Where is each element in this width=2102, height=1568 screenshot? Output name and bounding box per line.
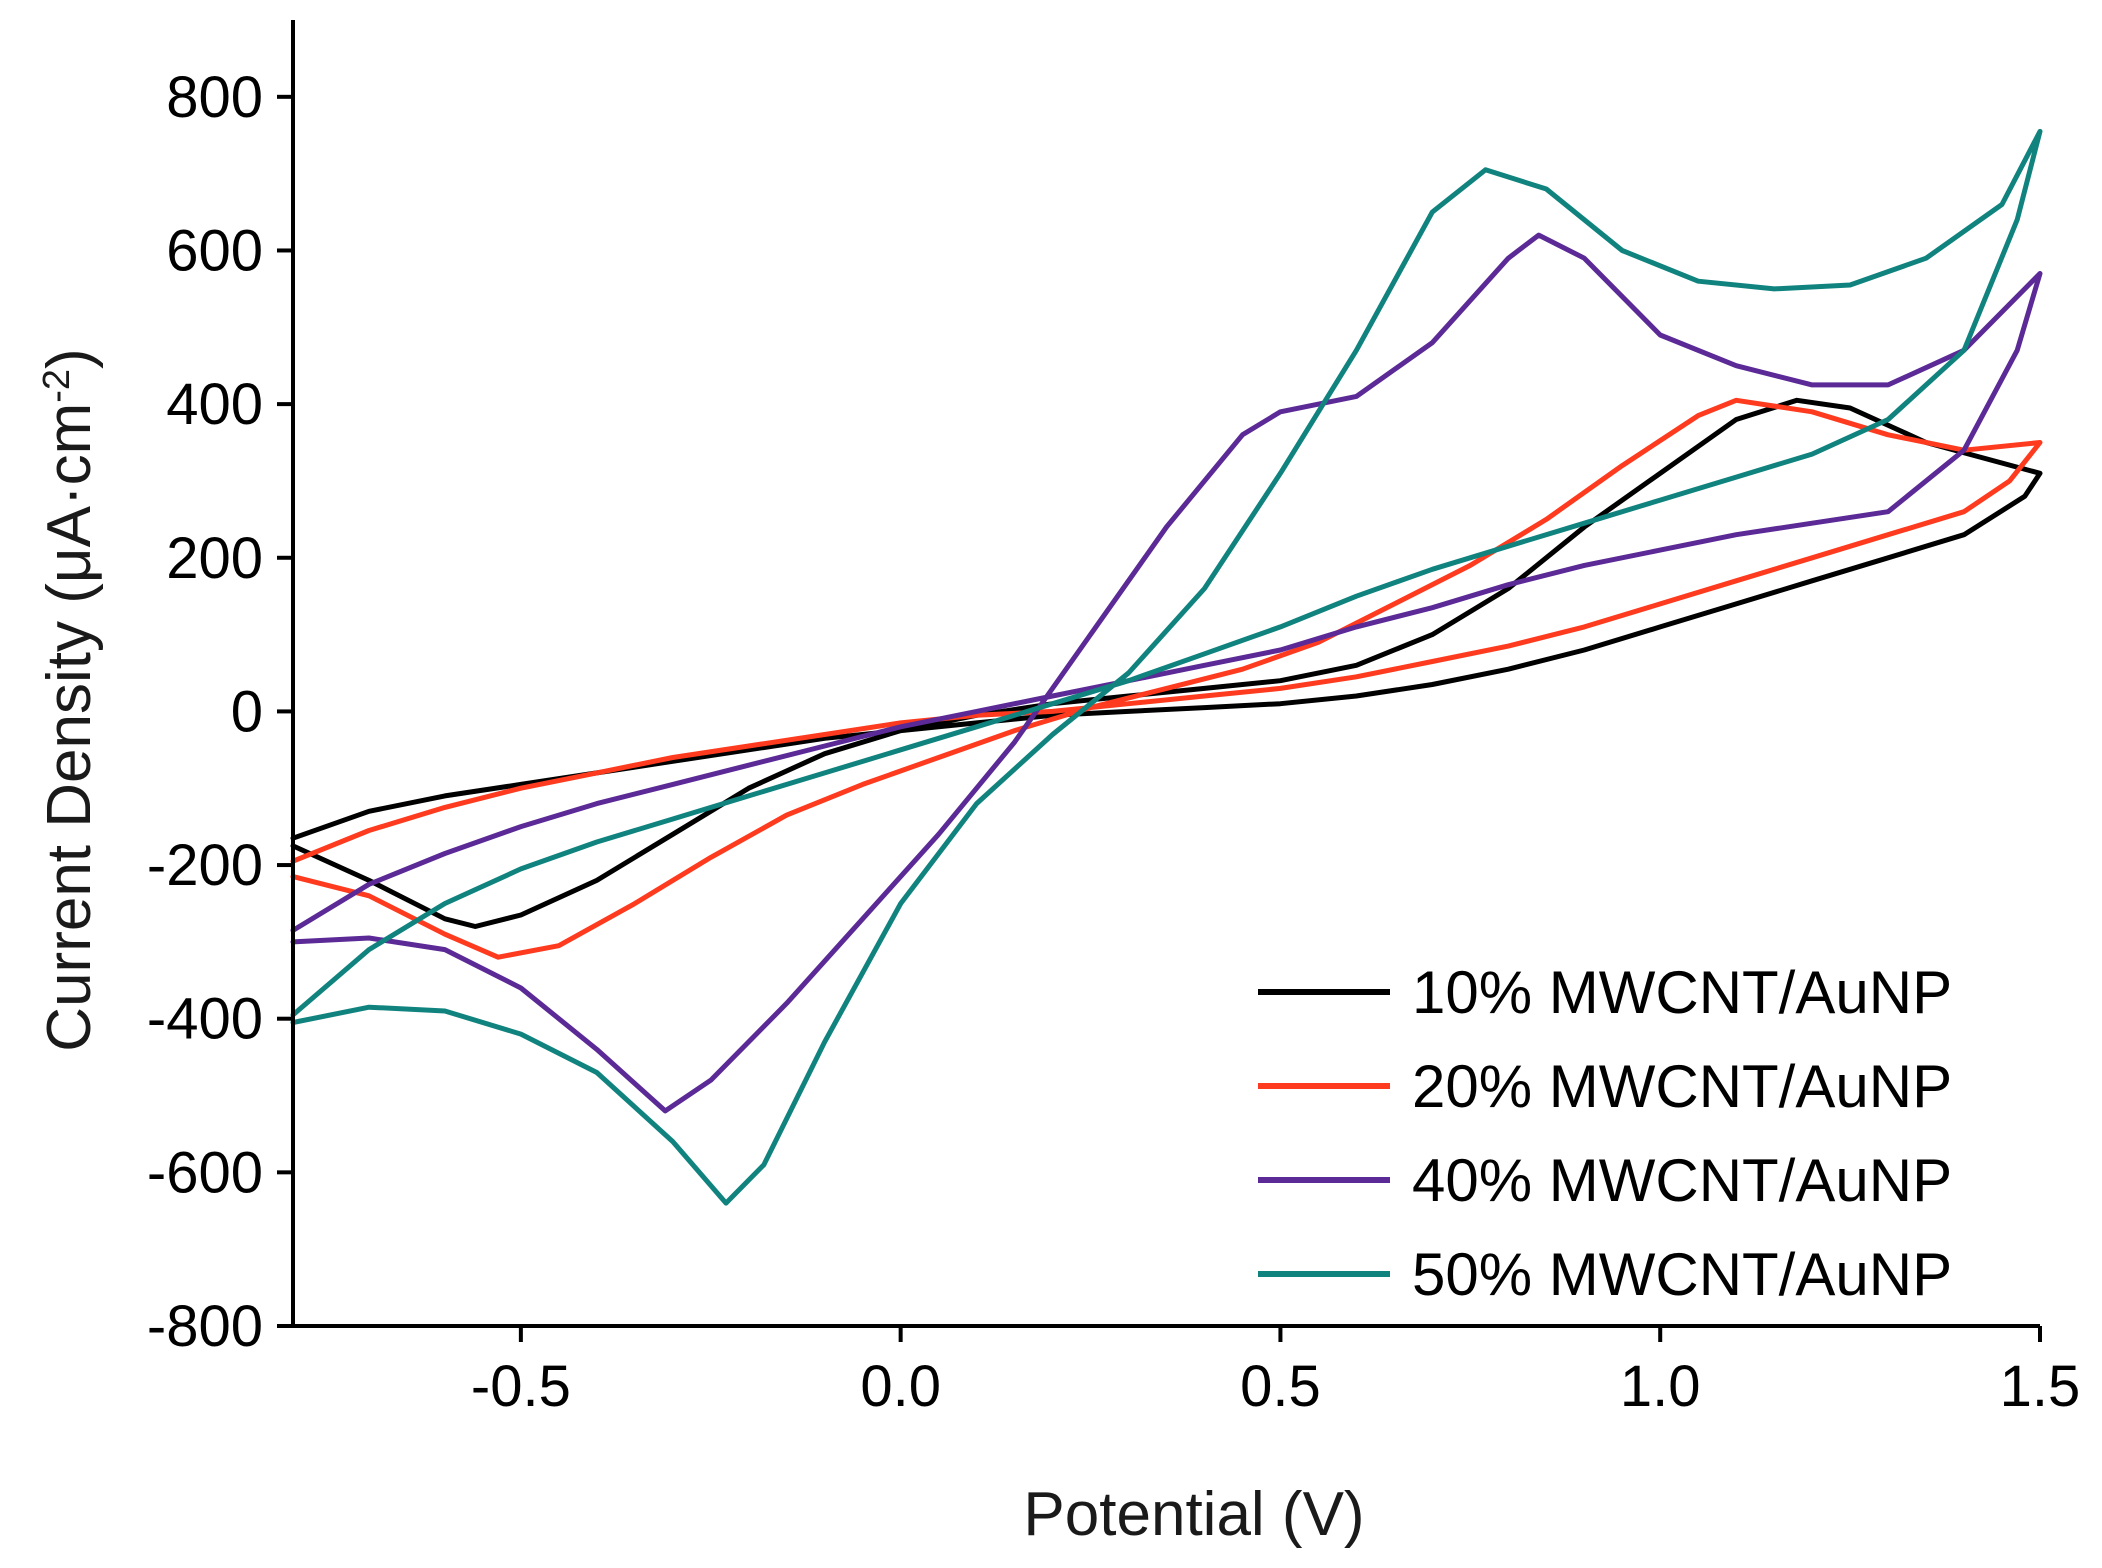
series-line-3 (290, 232, 2043, 1114)
y-tick-label: 200 (166, 526, 263, 591)
y-tick-label: -400 (147, 987, 263, 1052)
x-tick-label: 0.5 (1240, 1354, 1321, 1419)
y-axis-title-close: ) (35, 348, 104, 369)
x-tick-label: 0.0 (860, 1354, 941, 1419)
y-tick-label: 400 (166, 372, 263, 437)
x-tick-label: 1.5 (2000, 1354, 2081, 1419)
series-line-4 (290, 128, 2043, 1206)
legend-label-4: 50% MWCNT/AuNP (1412, 1241, 1952, 1308)
x-tick-label: -0.5 (471, 1354, 571, 1419)
x-tick-label: 1.0 (1620, 1354, 1701, 1419)
y-axis-title-main: Current Density (μA·cm (35, 403, 104, 1052)
x-axis-title: Potential (V) (1023, 1480, 1364, 1549)
legend: 10% MWCNT/AuNP 20% MWCNT/AuNP 40% MWCNT/Au… (1258, 959, 1952, 1308)
x-axis-ticks: -0.5 0.0 0.5 1.0 1.5 (471, 1326, 2080, 1419)
y-axis-title-superscript: -2 (36, 369, 78, 403)
y-tick-label: 0 (231, 679, 263, 744)
series-line-2 (290, 397, 2043, 960)
legend-label-1: 10% MWCNT/AuNP (1412, 959, 1952, 1026)
y-tick-label: -800 (147, 1294, 263, 1359)
y-axis-title: Current Density (μA·cm-2) (35, 348, 104, 1051)
series-line-1 (290, 397, 2043, 929)
y-tick-label: 600 (166, 218, 263, 283)
y-tick-label: -600 (147, 1140, 263, 1205)
y-tick-label: -200 (147, 833, 263, 898)
series-layer (290, 128, 2043, 1206)
legend-label-3: 40% MWCNT/AuNP (1412, 1147, 1952, 1214)
legend-label-2: 20% MWCNT/AuNP (1412, 1053, 1952, 1120)
y-axis-ticks: -800 -600 -400 -200 0 200 400 600 800 (147, 65, 293, 1359)
y-tick-label: 800 (166, 65, 263, 130)
